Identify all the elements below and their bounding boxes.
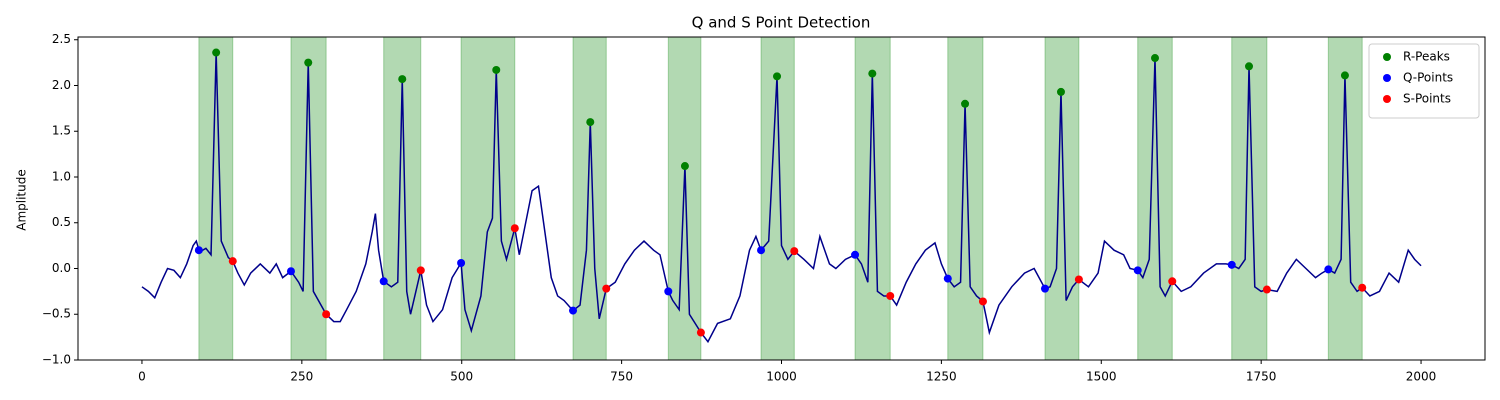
legend-marker	[1383, 95, 1391, 103]
point	[398, 75, 407, 84]
point	[510, 224, 519, 233]
point	[492, 65, 501, 74]
legend-box	[1368, 43, 1480, 119]
x-tick-label: 1000	[766, 370, 797, 384]
shaded-region	[667, 36, 702, 361]
point	[1324, 265, 1333, 274]
x-tick-label: 2000	[1406, 370, 1437, 384]
y-tick-label: 1.0	[52, 169, 71, 183]
y-tick-label: 1.5	[52, 124, 71, 138]
y-tick-label: 0.5	[52, 215, 71, 229]
point	[379, 277, 388, 286]
y-tick-label: 0.0	[52, 261, 71, 275]
shaded-region	[1044, 36, 1080, 361]
point	[868, 69, 877, 78]
point	[569, 306, 578, 315]
point	[1056, 87, 1065, 96]
point	[680, 162, 689, 171]
x-tick-label: 0	[138, 370, 146, 384]
point	[304, 58, 313, 67]
point	[664, 287, 673, 296]
shaded-region	[460, 36, 516, 361]
x-tick-label: 1750	[1246, 370, 1277, 384]
y-axis-label: Amplitude	[15, 169, 29, 231]
point	[757, 246, 766, 255]
legend-label: Q-Points	[1403, 71, 1453, 85]
point	[773, 72, 782, 81]
point	[322, 310, 331, 319]
chart-title: Q and S Point Detection	[692, 14, 871, 32]
point	[286, 267, 295, 276]
point	[1227, 260, 1236, 269]
legend-label: R-Peaks	[1403, 50, 1450, 64]
point	[1262, 285, 1271, 294]
x-tick-label: 250	[290, 370, 313, 384]
point	[228, 257, 237, 266]
point	[1074, 275, 1083, 284]
point	[212, 48, 221, 57]
point	[978, 297, 987, 306]
point	[457, 259, 466, 268]
point	[1245, 62, 1254, 71]
shaded-region	[947, 36, 984, 361]
point	[790, 247, 799, 256]
point	[1358, 283, 1367, 292]
point	[943, 274, 952, 283]
x-tick-label: 1250	[926, 370, 957, 384]
point	[586, 118, 595, 127]
plot-frame	[77, 36, 1486, 361]
point	[416, 266, 425, 275]
legend-label: S-Points	[1403, 92, 1451, 106]
legend-marker	[1383, 53, 1391, 61]
legend-marker	[1383, 74, 1391, 82]
point	[1150, 54, 1159, 63]
x-tick-label: 500	[450, 370, 473, 384]
y-tick-label: 2.0	[52, 78, 71, 92]
y-tick-label: 2.5	[52, 32, 71, 46]
y-tick-label: −0.5	[42, 307, 71, 321]
signal-line	[141, 52, 1422, 344]
point	[1340, 71, 1349, 80]
point	[1133, 266, 1142, 275]
point	[696, 328, 705, 337]
point	[961, 99, 970, 108]
y-tick-label: −1.0	[42, 353, 71, 367]
point	[194, 246, 203, 255]
point	[1040, 284, 1049, 293]
point	[602, 284, 611, 293]
point	[886, 291, 895, 300]
x-tick-label: 750	[610, 370, 633, 384]
point	[851, 250, 860, 259]
point	[1168, 277, 1177, 286]
x-tick-label: 1500	[1086, 370, 1117, 384]
